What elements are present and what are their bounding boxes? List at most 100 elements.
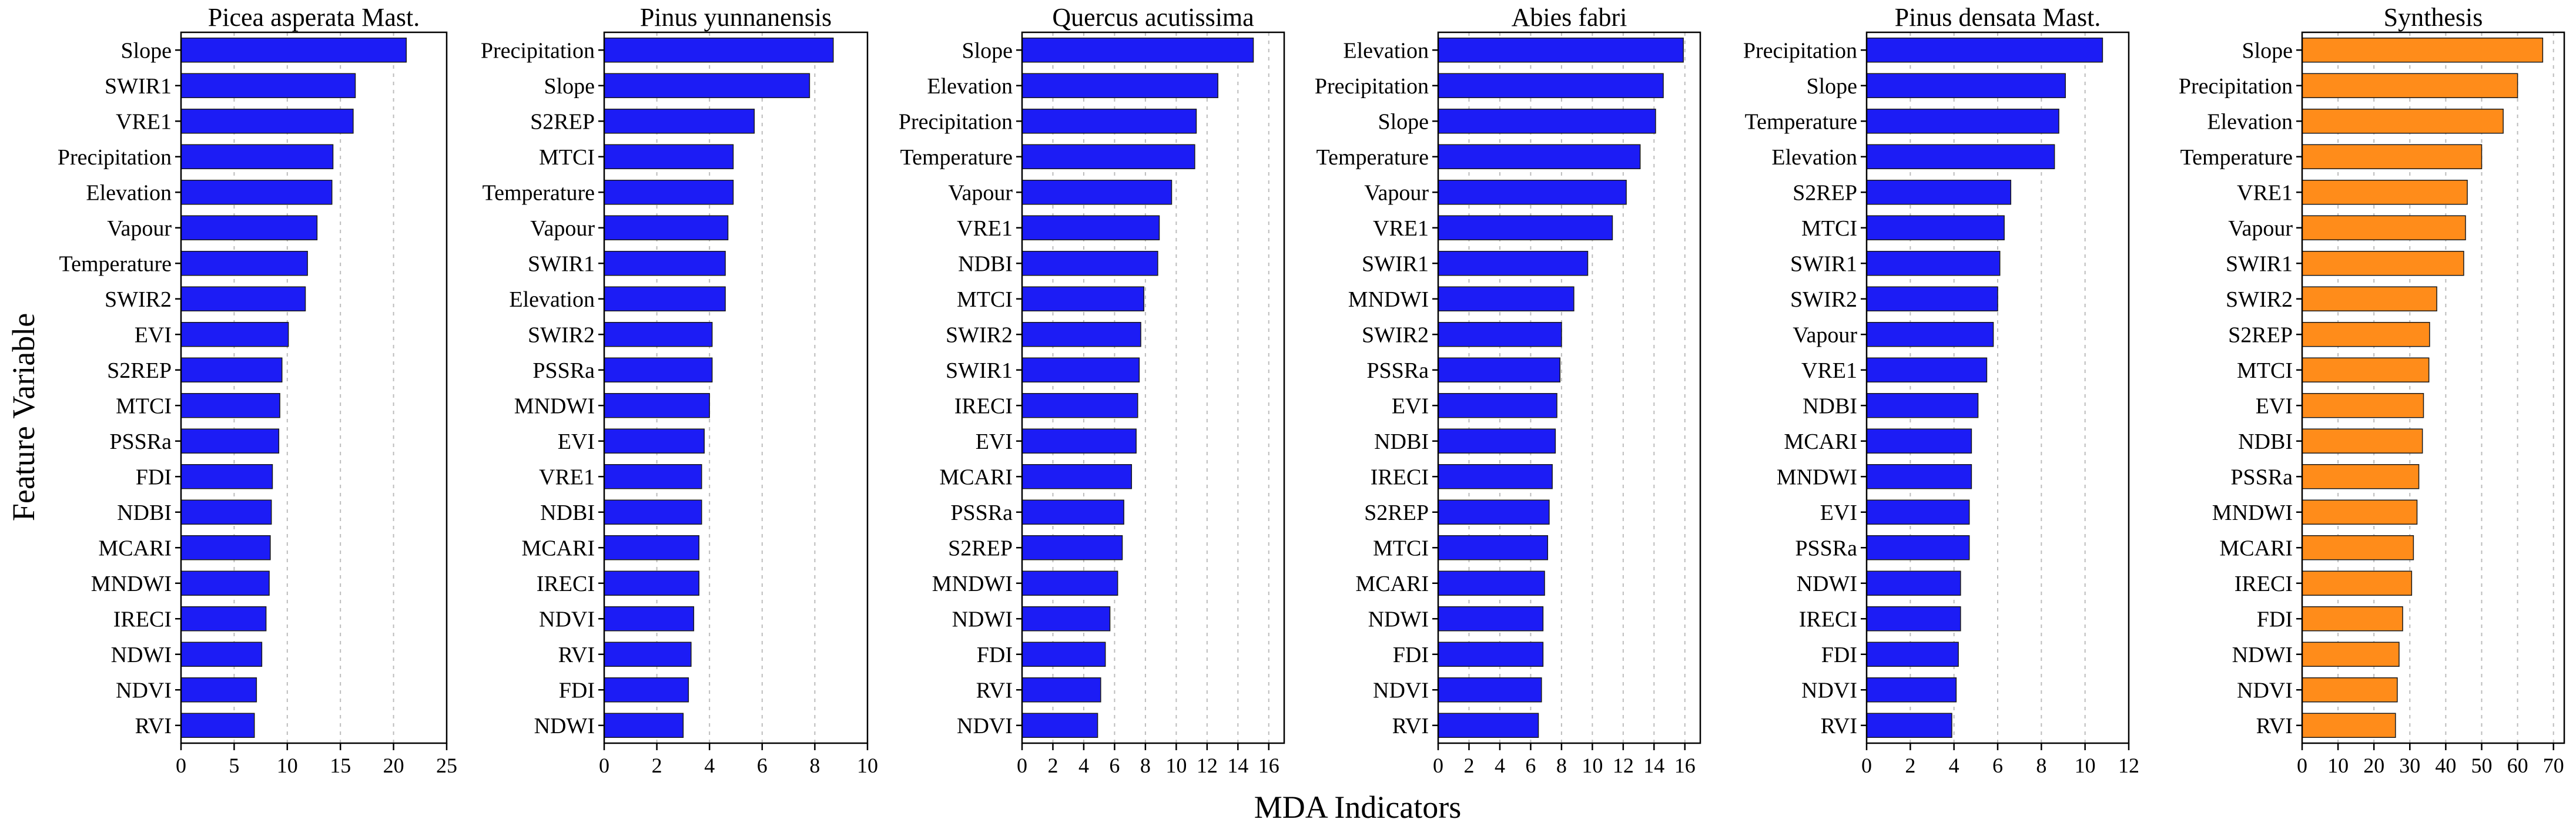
x-tick-label: 10 [2327, 754, 2349, 777]
category-label: Slope [1806, 74, 1857, 99]
category-label: MCARI [939, 465, 1013, 489]
category-label: NDBI [2238, 429, 2293, 454]
category-label: S2REP [1793, 180, 1857, 205]
x-tick-label: 14 [1643, 754, 1664, 777]
bar [180, 322, 289, 347]
bar [180, 144, 334, 169]
bar [1021, 535, 1123, 560]
category-label: RVI [558, 643, 595, 667]
bar [1866, 464, 1972, 489]
category-label: NDWI [2232, 643, 2293, 667]
bar [180, 357, 283, 382]
bar [1438, 428, 1556, 454]
panel-title: Abies fabri [1512, 3, 1627, 32]
category-label: NDVI [1373, 678, 1429, 703]
plot-frame [1437, 31, 1701, 744]
bar [1438, 393, 1557, 418]
x-tick-label: 2 [1047, 754, 1058, 777]
category-label: NDBI [958, 251, 1013, 276]
bar [1438, 38, 1684, 63]
x-tick-label: 40 [2435, 754, 2456, 777]
category-label: Elevation [2207, 109, 2293, 134]
bar [1438, 713, 1539, 738]
category-label: Precipitation [899, 109, 1013, 134]
bar [1866, 535, 1970, 560]
bar [604, 606, 695, 632]
bar [1021, 713, 1098, 738]
chart-panel: Precipitation Slope S2REP MTCI Temperature Va… [481, 3, 878, 777]
category-label: NDVI [2237, 678, 2293, 703]
category-label: EVI [558, 429, 595, 454]
bar [1438, 357, 1561, 382]
panels: Slope SWIR1 VRE1 Precipitation Elevation Vapo… [58, 3, 2565, 777]
bar [180, 73, 356, 98]
category-label: IRECI [113, 607, 172, 632]
bar [1866, 677, 1957, 703]
bar [604, 464, 702, 489]
chart-panel: Slope Elevation Precipitation Temperature Va… [899, 3, 1285, 777]
category-label: S2REP [107, 358, 172, 383]
category-label: MCARI [2219, 536, 2293, 560]
bar [604, 535, 700, 560]
category-label: Temperature [1317, 145, 1429, 170]
x-tick-label: 10 [277, 754, 298, 777]
bar [1866, 144, 2055, 169]
category-label: Elevation [1343, 38, 1429, 63]
category-label: Vapour [1364, 180, 1429, 205]
bar [604, 713, 684, 738]
bar [1866, 73, 2066, 98]
x-tick-label: 0 [2297, 754, 2307, 777]
bar [180, 393, 280, 418]
category-label: RVI [1821, 714, 1857, 738]
bar [1021, 499, 1124, 525]
bar [1866, 251, 2001, 276]
category-label: Temperature [483, 180, 595, 205]
category-label: MNDWI [91, 572, 172, 596]
bar [180, 251, 308, 276]
category-label: S2REP [2228, 323, 2293, 347]
category-label: NDWI [534, 714, 595, 738]
bar [604, 428, 705, 454]
category-label: Precipitation [2179, 74, 2293, 99]
panel-title: Picea asperata Mast. [208, 3, 420, 32]
x-tick-label: 70 [2543, 754, 2564, 777]
category-label: MTCI [2237, 358, 2293, 383]
bar [2302, 428, 2423, 454]
category-label: FDI [559, 678, 595, 703]
bar [180, 713, 255, 738]
bar [1021, 215, 1160, 240]
category-label: IRECI [537, 572, 595, 596]
category-label: IRECI [954, 394, 1013, 418]
bar [180, 570, 270, 596]
bar [604, 251, 726, 276]
category-label: RVI [976, 678, 1013, 703]
category-label: Temperature [59, 251, 172, 276]
category-label: MCARI [98, 536, 172, 560]
bar [1021, 144, 1195, 169]
x-tick-label: 4 [1078, 754, 1089, 777]
category-label: Vapour [948, 180, 1013, 205]
category-label: FDI [2257, 607, 2293, 632]
category-label: MCARI [1355, 572, 1429, 596]
category-label: SWIR1 [528, 251, 595, 276]
category-label: PSSRa [1795, 536, 1857, 560]
bar [2302, 144, 2483, 169]
bar [2302, 215, 2466, 240]
x-tick-label: 6 [1109, 754, 1120, 777]
bar [1021, 606, 1111, 632]
bar [1021, 464, 1133, 489]
bar [1021, 428, 1137, 454]
bar [1438, 215, 1613, 240]
bar [604, 38, 834, 63]
bar [2302, 357, 2430, 382]
x-tick-label: 6 [1992, 754, 2003, 777]
category-label: RVI [135, 714, 172, 738]
bar [604, 73, 810, 98]
bar [604, 642, 692, 667]
category-label: IRECI [2235, 572, 2293, 596]
x-tick-label: 10 [1165, 754, 1187, 777]
x-axis-title: MDA Indicators [1254, 790, 1461, 825]
category-label: Temperature [2180, 145, 2293, 170]
category-label: FDI [1821, 643, 1857, 667]
bar [180, 499, 272, 525]
